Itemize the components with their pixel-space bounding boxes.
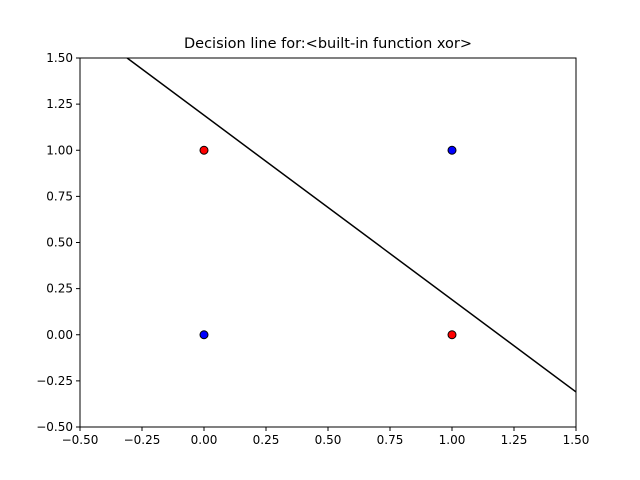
y-tick-label: 1.25 [46,97,73,111]
y-tick-label: −0.25 [36,374,73,388]
y-tick-label: −0.50 [36,420,73,434]
x-tick-label: 1.25 [501,433,528,447]
plot-area [126,58,576,393]
y-tick-label: 1.00 [46,143,73,157]
x-tick-label: 1.50 [563,433,590,447]
y-axis: −0.50 −0.25 0.00 0.25 0.50 0.75 1.00 1.25 1.50 [36,51,80,434]
data-point [199,330,209,340]
x-tick-label: −0.50 [62,433,99,447]
axes-frame [79,57,577,428]
data-point [447,330,457,340]
y-tick-label: 0.00 [46,328,73,342]
x-axis: −0.50 −0.25 0.00 0.25 0.50 0.75 1.00 1.25 1.50 [62,427,590,447]
y-tick-label: 0.50 [46,236,73,250]
x-tick-label: 0.00 [191,433,218,447]
x-tick-label: 0.25 [253,433,280,447]
x-tick-label: −0.25 [124,433,161,447]
x-tick-label: 0.75 [377,433,404,447]
x-tick-label: 0.50 [315,433,342,447]
data-point [447,145,457,155]
x-tick-label: 1.00 [439,433,466,447]
data-point [199,145,209,155]
y-tick-label: 0.25 [46,282,73,296]
chart-title: Decision line for:<built-in function xor… [184,36,472,52]
y-tick-label: 1.50 [46,51,73,65]
decision-line [126,58,576,393]
y-tick-label: 0.75 [46,189,73,203]
